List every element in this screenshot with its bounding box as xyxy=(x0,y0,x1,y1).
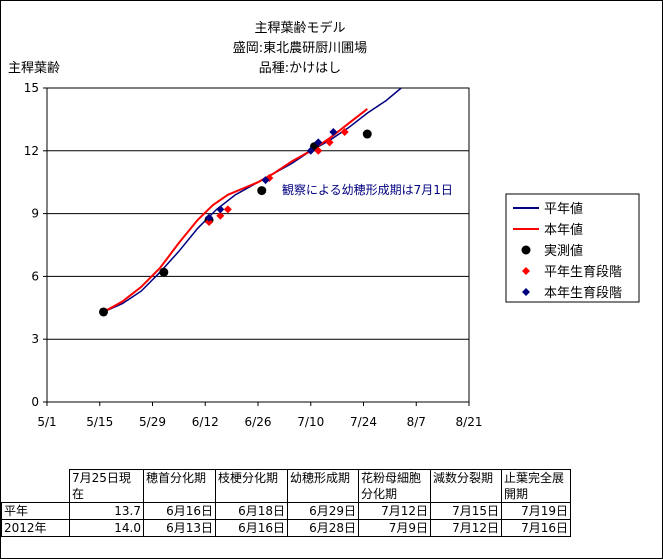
table-row: 2012年 14.0 6月13日 6月16日 6月28日 7月9日 7月12日 … xyxy=(1,519,571,537)
y-axis-ticks: 0 3 6 9 12 15 xyxy=(24,81,47,409)
table-cell: 7月9日 xyxy=(358,519,431,537)
x-tick-label: 7/24 xyxy=(350,415,377,429)
data-point-実測値 xyxy=(99,307,109,317)
data-point-平年生育段階 xyxy=(223,205,232,214)
table-corner-cell xyxy=(1,469,70,503)
x-tick-label: 8/7 xyxy=(407,415,426,429)
growth-stage-table: 7月25日現在 穂首分化期 枝梗分化期 幼穂形成期 花粉母細胞分化期 減数分裂期… xyxy=(1,469,571,537)
table-cell: 7月12日 xyxy=(430,519,502,537)
data-point-本年生育段階 xyxy=(261,176,270,185)
header-cell: 枝梗分化期 xyxy=(215,469,288,503)
y-tick-label: 9 xyxy=(31,207,39,221)
row-label: 2012年 xyxy=(1,519,70,537)
header-cell: 7月25日現在 xyxy=(69,469,144,503)
table-cell: 7月15日 xyxy=(430,502,502,520)
y-tick-label: 6 xyxy=(31,269,39,283)
data-point-本年生育段階 xyxy=(205,213,214,222)
legend-label: 平年生育段階 xyxy=(544,264,622,280)
data-point-本年生育段階 xyxy=(314,138,323,147)
header-cell: 幼穂形成期 xyxy=(287,469,359,503)
data-point-平年生育段階 xyxy=(314,146,323,155)
y-axis-label: 主稈葉齢 xyxy=(8,61,60,76)
header-cell: 穂首分化期 xyxy=(143,469,216,503)
table-cell: 13.7 xyxy=(69,502,144,520)
gridlines xyxy=(47,150,469,340)
x-tick-label: 5/29 xyxy=(139,415,166,429)
legend-label: 実測値 xyxy=(544,243,583,259)
legend-label: 本年値 xyxy=(544,222,583,238)
data-point-平年生育段階 xyxy=(216,211,225,220)
header-cell: 減数分裂期 xyxy=(430,469,502,503)
x-tick-label: 5/1 xyxy=(37,415,56,429)
table-cell: 6月18日 xyxy=(215,502,288,520)
table-header-row: 7月25日現在 穂首分化期 枝梗分化期 幼穂形成期 花粉母細胞分化期 減数分裂期… xyxy=(1,469,571,503)
legend-swatch xyxy=(522,288,530,296)
y-tick-label: 15 xyxy=(24,81,39,95)
header-cell: 止葉完全展開期 xyxy=(501,469,571,503)
row-label: 平年 xyxy=(1,502,70,520)
data-point-本年生育段階 xyxy=(216,205,225,214)
table-row: 平年 13.7 6月16日 6月18日 6月29日 7月12日 7月15日 7月… xyxy=(1,502,571,520)
table-cell: 6月28日 xyxy=(287,519,359,537)
y-tick-label: 3 xyxy=(31,332,39,346)
x-tick-label: 8/21 xyxy=(456,415,483,429)
x-tick-label: 5/15 xyxy=(86,415,113,429)
table-cell: 6月16日 xyxy=(215,519,288,537)
table-cell: 14.0 xyxy=(69,519,144,537)
chart-title-line-2: 盛岡:東北農研厨川圃場 xyxy=(233,40,367,56)
x-tick-label: 7/10 xyxy=(297,415,324,429)
leaf-age-chart: 主稈葉齢モデル 盛岡:東北農研厨川圃場 品種:かけはし 主稈葉齢 0 3 6 9 12 1… xyxy=(8,20,640,429)
data-point-実測値 xyxy=(362,129,372,139)
data-point-本年生育段階 xyxy=(329,127,338,136)
chart-title-line-3: 品種:かけはし xyxy=(259,60,341,76)
chart-title-line-1: 主稈葉齢モデル xyxy=(254,20,345,36)
legend-swatch xyxy=(521,245,531,255)
data-point-平年生育段階 xyxy=(325,138,334,147)
table-cell: 6月16日 xyxy=(143,502,216,520)
data-point-実測値 xyxy=(159,267,169,277)
data-point-平年生育段階 xyxy=(205,217,214,226)
x-axis-ticks: 5/1 5/15 5/29 6/12 6/26 7/10 7/24 8/7 8/21 xyxy=(37,402,482,429)
table-cell: 6月13日 xyxy=(143,519,216,537)
y-tick-label: 0 xyxy=(31,395,39,409)
legend-label: 平年値 xyxy=(544,201,583,217)
chart-title: 主稈葉齢モデル 盛岡:東北農研厨川圃場 品種:かけはし xyxy=(233,20,367,76)
series-layer xyxy=(99,87,402,317)
header-cell: 花粉母細胞分化期 xyxy=(358,469,431,503)
data-point-実測値 xyxy=(257,186,267,196)
data-point-平年生育段階 xyxy=(340,127,349,136)
table-cell: 7月16日 xyxy=(501,519,571,537)
annotation-text: 観察による幼穂形成期は7月1日 xyxy=(282,183,453,197)
table-cell: 7月19日 xyxy=(501,502,571,520)
x-tick-label: 6/26 xyxy=(245,415,272,429)
table-cell: 7月12日 xyxy=(358,502,431,520)
plot-area xyxy=(46,87,470,403)
data-point-本年生育段階 xyxy=(306,146,315,155)
x-tick-label: 6/12 xyxy=(192,415,219,429)
y-tick-label: 12 xyxy=(24,144,39,158)
table-cell: 6月29日 xyxy=(287,502,359,520)
legend-swatch xyxy=(522,267,530,275)
legend-label: 本年生育段階 xyxy=(544,285,622,301)
